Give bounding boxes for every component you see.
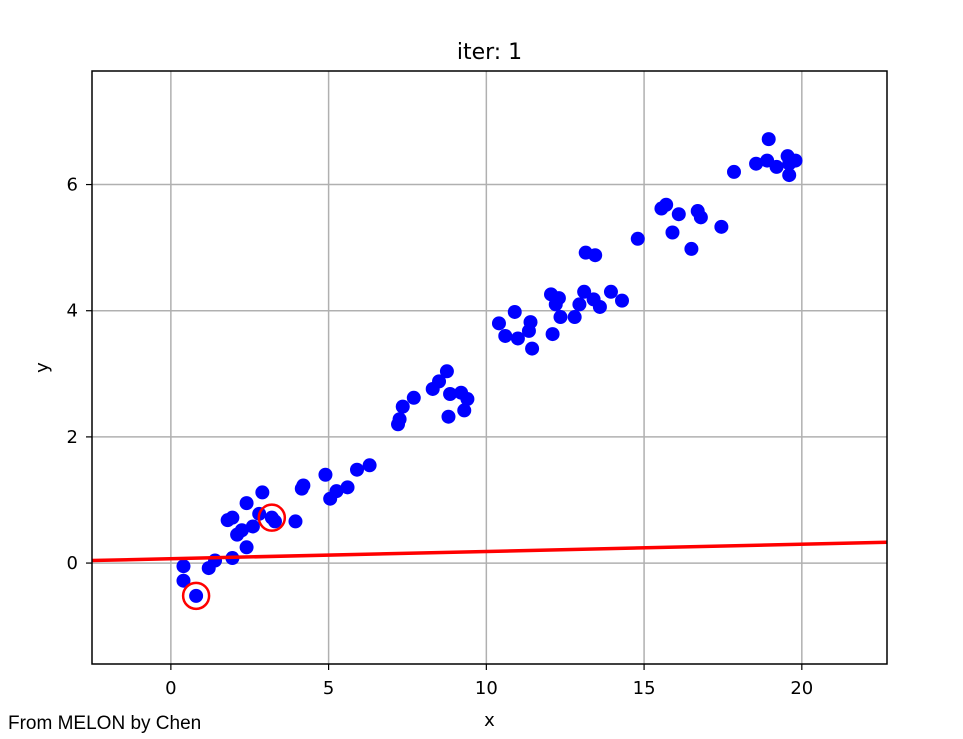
data-point	[239, 496, 254, 511]
data-point	[782, 168, 797, 183]
x-axis-ticks: 0 5 10 15 20	[165, 664, 813, 699]
data-point	[693, 210, 708, 225]
x-tick-label: 0	[165, 678, 176, 699]
data-point	[659, 197, 674, 212]
highlighted-points	[181, 503, 287, 611]
data-point	[267, 514, 282, 529]
data-point	[443, 386, 458, 401]
plot-frame	[91, 70, 888, 665]
data-point	[714, 219, 729, 234]
data-point	[225, 510, 240, 525]
x-tick-label: 15	[633, 678, 656, 699]
data-point	[392, 412, 407, 427]
y-axis-label: y	[32, 362, 53, 373]
grid	[92, 71, 887, 664]
x-tick-label: 10	[475, 678, 498, 699]
data-point	[498, 328, 513, 343]
data-point	[769, 159, 784, 174]
data-point	[567, 310, 582, 325]
y-axis-ticks: 0 2 4 6	[67, 175, 92, 574]
data-point	[749, 156, 764, 171]
data-point	[350, 462, 364, 477]
y-tick-label: 6	[67, 175, 78, 196]
data-point	[510, 331, 525, 346]
data-point	[684, 241, 699, 256]
data-point	[406, 390, 421, 405]
data-point	[208, 553, 223, 568]
data-point	[255, 485, 270, 500]
fit-line	[91, 540, 888, 563]
data-point	[176, 573, 191, 588]
x-tick-label: 20	[790, 678, 813, 699]
data-point	[239, 540, 254, 555]
data-point	[491, 316, 506, 331]
data-point	[234, 523, 249, 538]
data-point	[615, 293, 629, 308]
data-point	[460, 392, 475, 407]
credit-text: From MELON by Chen	[8, 713, 202, 734]
data-point	[457, 403, 472, 418]
highlight-ring	[181, 581, 211, 611]
fit-line-group	[91, 540, 888, 563]
data-point	[630, 231, 645, 246]
y-tick-label: 0	[67, 553, 78, 574]
data-point	[523, 315, 538, 330]
data-point	[296, 478, 311, 493]
data-point	[603, 284, 618, 299]
data-point	[507, 304, 522, 319]
data-point	[592, 299, 607, 314]
data-point	[588, 248, 603, 263]
data-point	[726, 164, 741, 179]
data-point	[362, 458, 377, 473]
data-point	[395, 399, 410, 414]
data-point	[340, 480, 355, 495]
data-point	[553, 310, 568, 325]
x-axis-label: x	[484, 710, 495, 731]
data-point	[176, 559, 191, 574]
highlight-ring	[257, 503, 287, 532]
data-point	[551, 291, 566, 306]
data-point	[439, 364, 454, 379]
data-point	[671, 207, 686, 222]
data-point	[761, 132, 776, 147]
data-point	[245, 519, 260, 534]
data-point	[665, 225, 680, 240]
data-point	[318, 467, 333, 482]
data-point	[432, 374, 447, 389]
data-points	[176, 132, 803, 603]
y-tick-label: 2	[67, 427, 78, 448]
data-point	[572, 297, 587, 312]
data-point	[525, 341, 540, 356]
data-point	[441, 409, 456, 424]
data-point	[545, 327, 560, 342]
x-tick-label: 5	[323, 678, 334, 699]
data-point	[189, 588, 204, 603]
data-point	[329, 484, 344, 499]
data-point	[788, 153, 803, 168]
y-tick-label: 4	[67, 301, 78, 322]
data-point	[288, 514, 303, 529]
chart-title: iter: 1	[457, 40, 522, 65]
data-point	[577, 284, 592, 299]
